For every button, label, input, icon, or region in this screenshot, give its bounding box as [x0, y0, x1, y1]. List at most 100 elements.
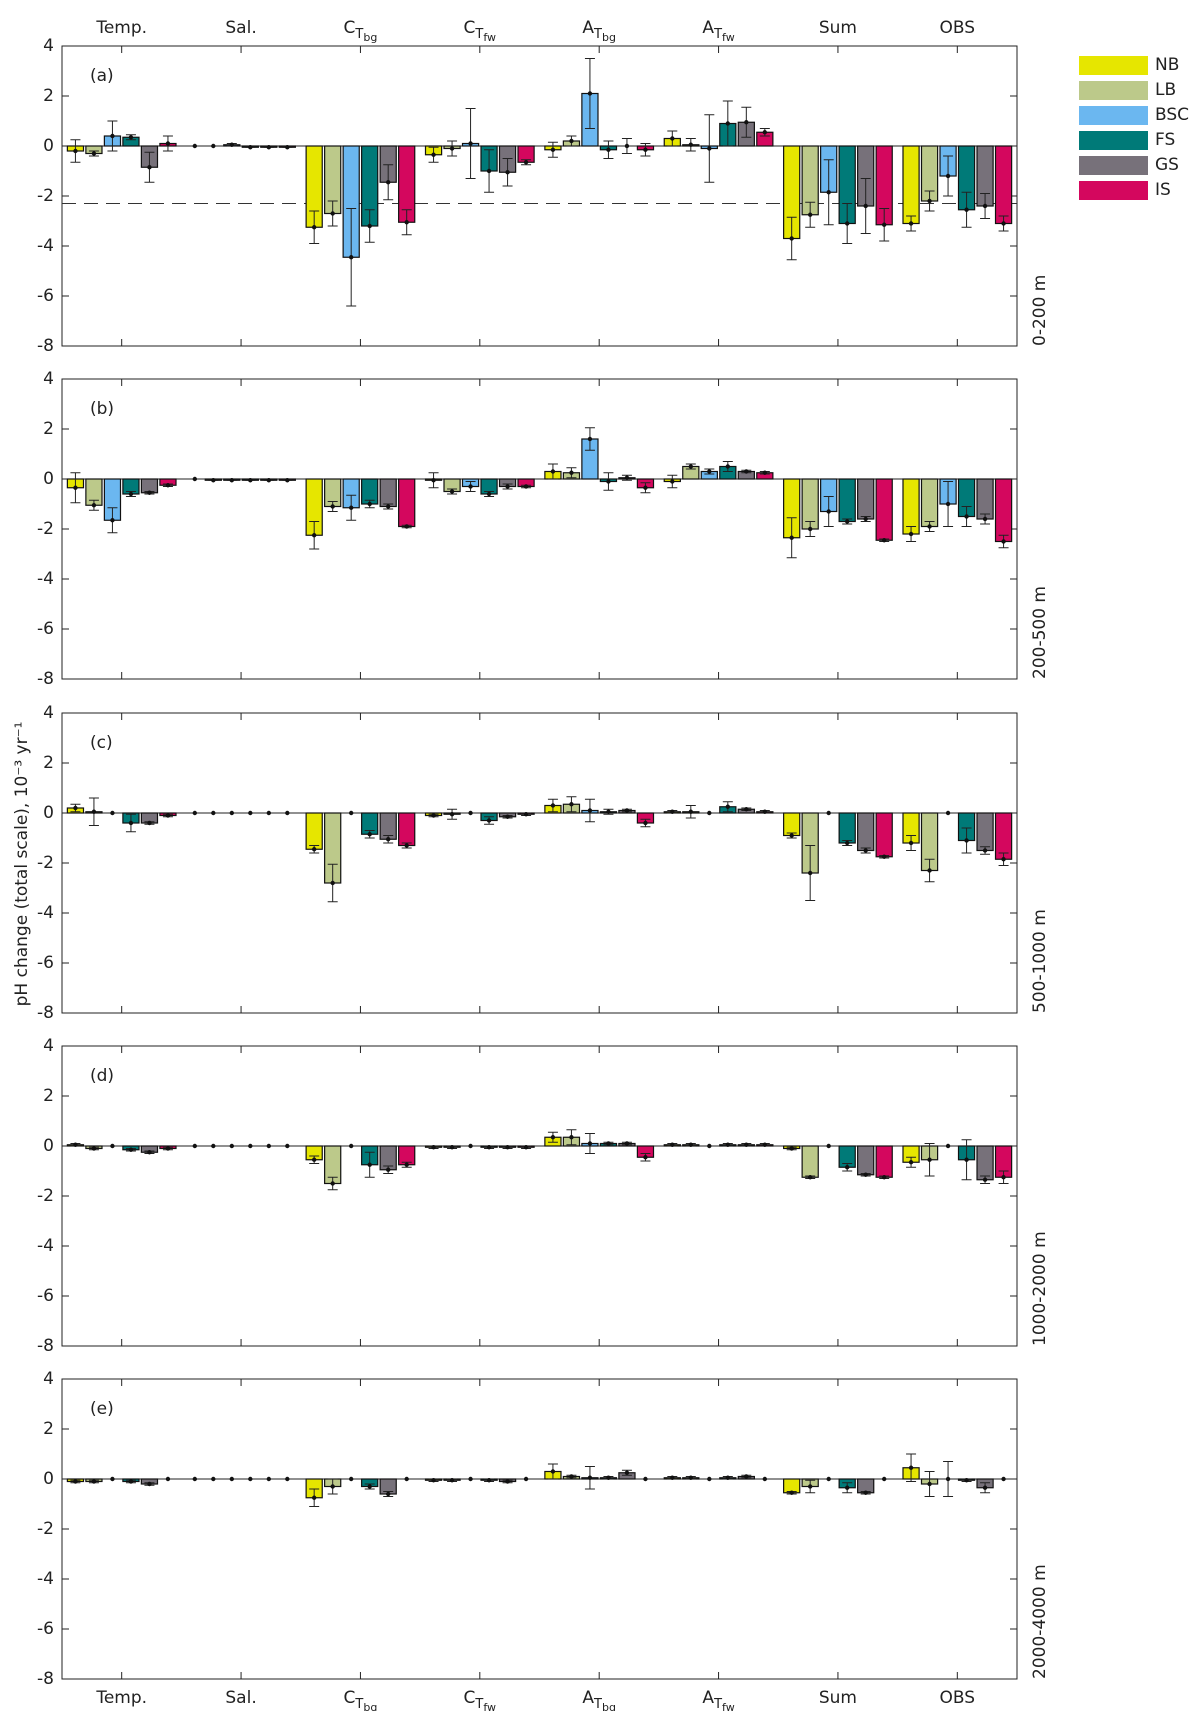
- category-label: ATfw: [702, 1688, 734, 1711]
- panel-frame: [61, 378, 1018, 680]
- category-label: CTfw: [464, 1688, 497, 1711]
- value-dot: [449, 1478, 455, 1483]
- value-dot: [385, 1167, 391, 1172]
- value-dot: [927, 868, 932, 873]
- value-dot: [789, 236, 794, 241]
- value-dot: [165, 1476, 171, 1482]
- value-dot: [486, 1145, 492, 1150]
- bar: [920, 478, 939, 528]
- value-dot: [110, 518, 115, 523]
- value-dot: [431, 152, 436, 157]
- value-dot: [468, 484, 473, 489]
- legend-swatch: [1079, 56, 1148, 75]
- value-dot: [789, 1490, 794, 1495]
- value-dot: [881, 1476, 887, 1482]
- legend-label: BSC: [1155, 105, 1189, 125]
- value-dot: [404, 220, 409, 225]
- value-dot: [229, 142, 235, 147]
- value-dot: [881, 538, 887, 543]
- value-dot: [826, 509, 831, 514]
- value-dot: [367, 223, 372, 229]
- value-dot: [550, 803, 556, 808]
- value-dot: [1001, 221, 1006, 226]
- value-dot: [147, 820, 152, 826]
- value-dot: [128, 1147, 134, 1152]
- value-dot: [330, 1181, 335, 1186]
- value-dot: [863, 203, 868, 209]
- value-dot: [404, 843, 409, 848]
- value-dot: [165, 813, 171, 818]
- category-label: Sum: [819, 1688, 857, 1708]
- y-tick-label: -4: [37, 236, 54, 256]
- value-dot: [285, 478, 290, 483]
- value-dot: [404, 1476, 409, 1482]
- value-dot: [744, 469, 749, 474]
- value-dot: [587, 436, 593, 442]
- value-dot: [330, 880, 335, 886]
- value-dot: [606, 479, 611, 484]
- value-dot: [707, 469, 712, 474]
- value-dot: [211, 478, 216, 483]
- value-dot: [285, 1143, 290, 1149]
- value-dot: [826, 810, 831, 816]
- value-dot: [285, 145, 290, 150]
- value-dot: [881, 854, 887, 859]
- value-dot: [192, 143, 198, 149]
- value-dot: [643, 820, 648, 826]
- value-dot: [91, 1146, 97, 1151]
- bar: [902, 145, 920, 225]
- value-dot: [165, 1146, 171, 1151]
- value-dot: [826, 1143, 831, 1149]
- value-dot: [211, 1476, 216, 1482]
- value-dot: [707, 146, 712, 151]
- y-tick-label: 0: [43, 136, 54, 156]
- y-tick-label: 0: [43, 1469, 54, 1489]
- value-dot: [643, 1476, 648, 1482]
- value-dot: [91, 151, 97, 156]
- value-dot: [927, 524, 932, 529]
- y-tick-label: 2: [43, 1419, 54, 1439]
- value-dot: [165, 141, 171, 146]
- bar: [305, 812, 323, 850]
- y-tick-label: -6: [37, 1286, 54, 1306]
- bar: [875, 812, 893, 858]
- value-dot: [964, 207, 969, 212]
- depth-label: 500-1000 m: [1030, 909, 1050, 1013]
- category-label: CTbg: [344, 1688, 378, 1711]
- value-dot: [128, 135, 134, 140]
- y-tick-label: -2: [37, 1186, 54, 1206]
- y-tick-label: 2: [43, 86, 54, 106]
- value-dot: [643, 485, 648, 490]
- bar: [857, 1145, 875, 1176]
- value-dot: [725, 121, 731, 126]
- value-dot: [624, 475, 630, 480]
- value-dot: [982, 848, 988, 853]
- y-tick-label: -4: [37, 569, 54, 589]
- category-label: Sum: [819, 18, 857, 38]
- y-tick-label: -2: [37, 186, 54, 206]
- value-dot: [248, 478, 253, 483]
- value-dot: [569, 138, 574, 144]
- value-dot: [505, 484, 510, 489]
- value-dot: [670, 136, 675, 141]
- value-dot: [348, 1143, 354, 1149]
- value-dot: [229, 1476, 235, 1482]
- bar: [994, 812, 1013, 860]
- value-dot: [211, 1143, 216, 1149]
- value-dot: [486, 491, 492, 497]
- value-dot: [311, 1495, 317, 1500]
- y-tick-label: -8: [37, 1336, 54, 1356]
- value-dot: [964, 514, 969, 519]
- legend-label: FS: [1155, 130, 1175, 150]
- value-dot: [431, 478, 436, 483]
- value-dot: [927, 1157, 932, 1162]
- value-dot: [569, 1474, 574, 1479]
- value-dot: [881, 1175, 887, 1180]
- value-dot: [688, 1142, 694, 1147]
- value-dot: [385, 837, 391, 842]
- depth-label: 200-500 m: [1030, 586, 1050, 679]
- panel-label: (c): [90, 733, 113, 753]
- value-dot: [523, 1476, 529, 1482]
- depth-label: 2000-4000 m: [1030, 1564, 1050, 1679]
- value-dot: [91, 809, 97, 814]
